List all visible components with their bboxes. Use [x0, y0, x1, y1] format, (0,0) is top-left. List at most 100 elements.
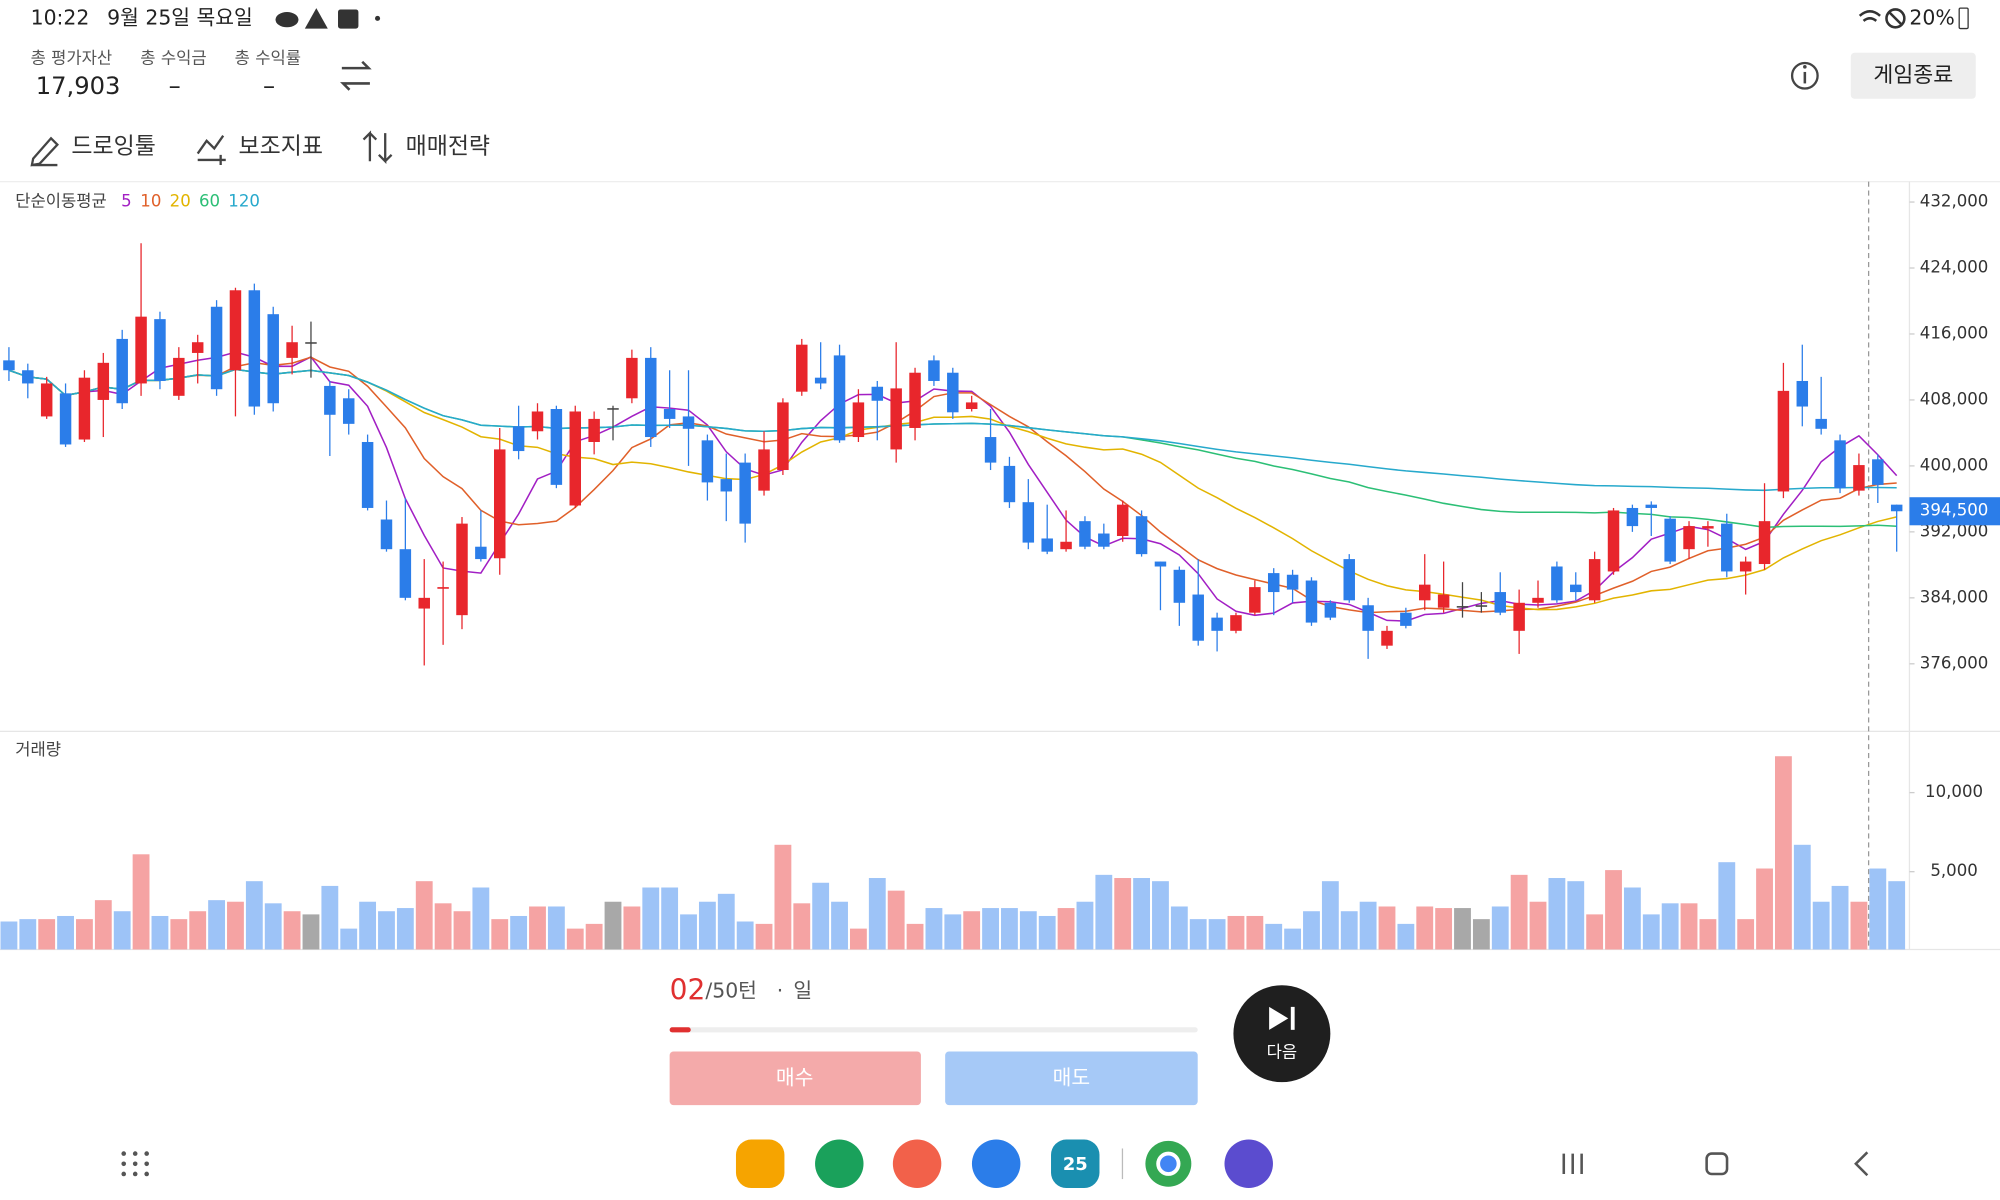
volume-bar — [1775, 756, 1792, 950]
volume-bar — [1756, 868, 1773, 950]
candle-body — [1456, 606, 1469, 608]
volume-bar — [378, 911, 395, 950]
buy-label[interactable]: 매수 — [776, 1065, 814, 1089]
volume-bar — [1718, 862, 1736, 950]
toolbar-label[interactable]: 드로잉툴 — [71, 134, 155, 160]
volume-bar — [359, 901, 377, 950]
indicator-tool[interactable]: 보조지표 — [196, 134, 323, 166]
volume-bar — [963, 911, 981, 950]
candle-body — [1173, 569, 1186, 603]
candle-body — [1475, 605, 1488, 607]
candle-body — [1400, 612, 1412, 626]
candle-body — [1796, 380, 1809, 407]
volume-bar — [510, 915, 528, 950]
volume-bar — [1095, 874, 1113, 950]
stat-value: – — [263, 72, 275, 100]
volume-bar — [1793, 844, 1811, 950]
candle-body — [210, 306, 223, 390]
turn-total: 50 — [712, 979, 738, 1003]
candle-body — [682, 416, 695, 429]
turn-number: 02 — [670, 974, 706, 1007]
ma-legend: 10 — [140, 192, 161, 211]
sell-button[interactable]: 매도 — [945, 1051, 1198, 1106]
volume-bar — [472, 887, 490, 950]
volume-bar — [1246, 915, 1264, 950]
candle-body — [758, 449, 770, 491]
volume-bar — [1019, 911, 1037, 950]
calendar-day: 25 — [1063, 1154, 1088, 1175]
volume-bar — [1472, 919, 1490, 950]
stat-label: 총 수익금 — [140, 49, 206, 68]
candle-body — [512, 426, 525, 452]
volume-bar — [208, 900, 225, 950]
candle-body — [777, 402, 789, 471]
buy-button[interactable]: 매수 — [669, 1051, 921, 1106]
volume-bar — [1623, 887, 1641, 950]
sell-label[interactable]: 매도 — [1053, 1065, 1091, 1089]
candle-body — [380, 519, 393, 550]
volume-bar — [1114, 878, 1132, 950]
candle-body — [909, 372, 921, 428]
candle-body — [305, 342, 317, 344]
volume-bar — [1642, 914, 1660, 950]
app-icon[interactable] — [892, 1139, 942, 1189]
y-tick-label: 408,000 — [1920, 389, 1989, 408]
volume-bar — [1831, 885, 1849, 950]
volume-bar — [1189, 919, 1207, 950]
info-icon[interactable] — [1790, 61, 1819, 90]
volume-bar — [264, 903, 282, 950]
drawing-tool[interactable]: 드로잉툴 — [30, 134, 156, 167]
candle-body — [97, 362, 110, 400]
volume-bar — [415, 881, 433, 950]
app-icon[interactable] — [815, 1139, 864, 1189]
candle-body — [1267, 573, 1280, 593]
last-price-box — [1909, 497, 2000, 526]
volume-bar — [680, 914, 697, 950]
app-icon[interactable] — [971, 1139, 1021, 1189]
candle-body — [3, 360, 15, 371]
volume-bar — [1510, 874, 1528, 950]
volume-bar — [1812, 901, 1830, 950]
candle-body — [1381, 630, 1393, 646]
candle-body — [1890, 504, 1903, 512]
volume-bar — [1416, 906, 1434, 950]
candle-body — [1683, 526, 1695, 550]
volume-bar — [623, 906, 641, 950]
volume-bar — [698, 901, 716, 950]
volume-bar — [1605, 870, 1622, 950]
next-label[interactable]: 다음 — [1267, 1042, 1298, 1061]
toolbar-label[interactable]: 보조지표 — [239, 134, 323, 160]
volume-bar — [1737, 919, 1755, 950]
volume-bar — [1057, 908, 1075, 950]
volume-bar — [57, 915, 74, 950]
candle-body — [1872, 459, 1884, 485]
app-icon[interactable] — [1051, 1139, 1100, 1189]
candle-body — [984, 437, 997, 463]
candle-body — [1853, 465, 1865, 491]
candle-body — [267, 314, 279, 404]
candle-body — [1116, 504, 1129, 536]
apps-grid[interactable] — [121, 1151, 149, 1177]
toolbar-label[interactable]: 매매전략 — [406, 134, 490, 160]
candle-body — [78, 377, 91, 440]
volume-bar — [1152, 881, 1169, 950]
candle-body — [494, 449, 506, 559]
nav-buttons[interactable] — [1562, 1151, 1869, 1177]
end-game-label[interactable]: 게임종료 — [1873, 63, 1953, 88]
app-icon[interactable] — [1224, 1139, 1273, 1189]
volume-bar — [812, 882, 830, 950]
y-tick-label: 416,000 — [1920, 323, 1989, 342]
strategy-tool[interactable]: 매매전략 — [362, 130, 491, 164]
swap-icon[interactable] — [340, 60, 372, 91]
candle-body — [645, 357, 657, 438]
volume-bar — [604, 901, 622, 950]
dock: 25 — [121, 1139, 1869, 1189]
candle-body — [1098, 533, 1110, 547]
app-icon[interactable] — [735, 1139, 785, 1189]
candle-body — [324, 385, 336, 415]
volume-bar — [1284, 928, 1302, 950]
end-game-button[interactable]: 게임종료 — [1850, 52, 1976, 99]
volume-bar — [453, 911, 471, 950]
next-button[interactable]: 다음 — [1233, 985, 1331, 1083]
